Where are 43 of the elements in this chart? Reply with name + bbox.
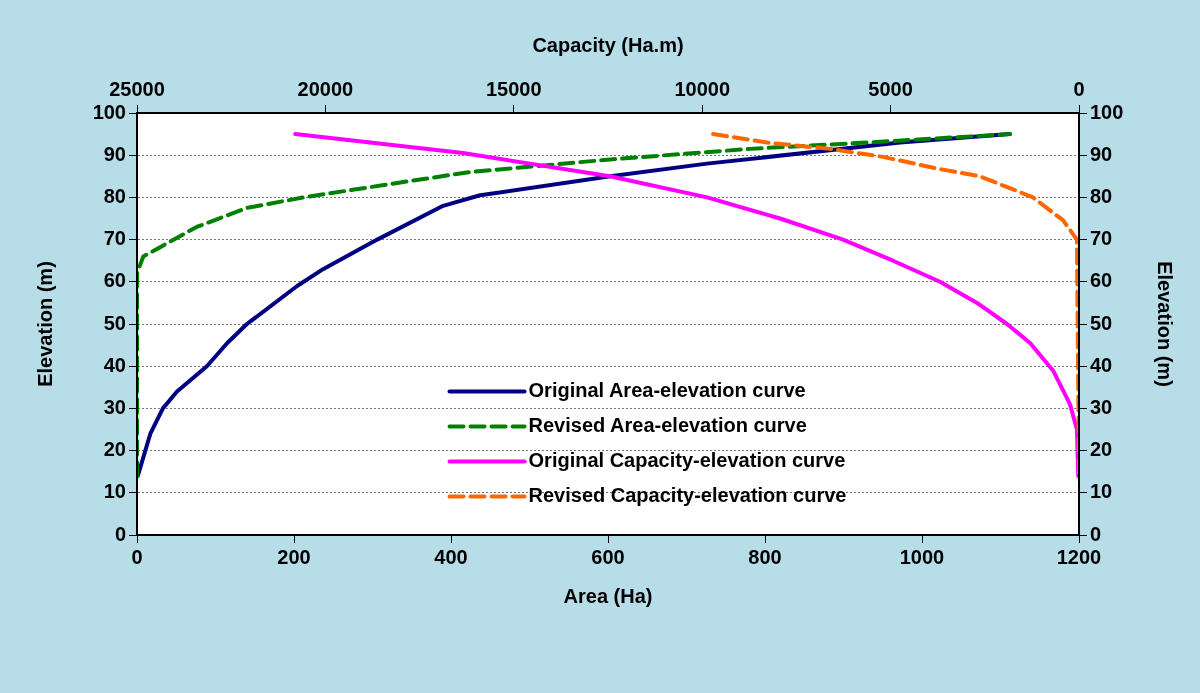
y-tick-label: 10 — [103, 480, 126, 503]
x2-tick-label: 20000 — [297, 77, 354, 100]
x2-tick-label: 25000 — [109, 77, 165, 100]
x-tick-label: 1000 — [899, 545, 945, 568]
y-tick-label: 20 — [103, 438, 126, 461]
y-tick-label: 90 — [103, 142, 126, 165]
x2-tick-label: 5000 — [868, 77, 913, 100]
y2-tick-label: 40 — [1090, 353, 1113, 376]
y2-tick-label: 80 — [1090, 184, 1113, 207]
y2-tick-label: 60 — [1090, 269, 1113, 292]
y-tick-label: 70 — [103, 227, 126, 250]
y2-tick-label: 20 — [1090, 438, 1113, 461]
y2-tick-label: 50 — [1090, 311, 1113, 334]
x-axis-title: Area (Ha) — [563, 584, 653, 607]
y-tick-label: 50 — [103, 311, 126, 334]
y-tick-label: 80 — [103, 184, 126, 207]
x2-tick-label: 15000 — [485, 77, 542, 100]
legend-label: Original Capacity-elevation curve — [528, 449, 846, 472]
x2-tick-label: 10000 — [674, 77, 731, 100]
y-tick-label: 60 — [103, 269, 126, 292]
x-tick-label: 1200 — [1056, 545, 1102, 568]
y2-tick-label: 90 — [1090, 142, 1113, 165]
y-tick-label: 40 — [103, 353, 126, 376]
legend-label: Revised Capacity-elevation curve — [528, 484, 847, 507]
y2-tick-label: 0 — [1090, 522, 1102, 545]
y2-axis-title: Elevation (m) — [1154, 261, 1177, 387]
x-tick-label: 0 — [131, 545, 143, 568]
legend-label: Original Area-elevation curve — [528, 379, 806, 402]
y-tick-label: 0 — [114, 522, 126, 545]
y-tick-label: 100 — [92, 100, 126, 123]
y2-tick-label: 10 — [1090, 480, 1113, 503]
x-tick-label: 400 — [434, 545, 468, 568]
y-axis-title: Elevation (m) — [33, 261, 56, 387]
y2-tick-label: 100 — [1090, 100, 1124, 123]
x2-tick-label: 0 — [1073, 77, 1085, 100]
x-tick-label: 600 — [591, 545, 625, 568]
y2-tick-label: 30 — [1090, 395, 1113, 418]
legend-label: Revised Area-elevation curve — [528, 414, 807, 437]
x2-axis-title: Capacity (Ha.m) — [532, 33, 684, 56]
x-tick-label: 200 — [277, 545, 311, 568]
y2-tick-label: 70 — [1090, 227, 1113, 250]
y-tick-label: 30 — [103, 395, 126, 418]
x-tick-label: 800 — [748, 545, 782, 568]
